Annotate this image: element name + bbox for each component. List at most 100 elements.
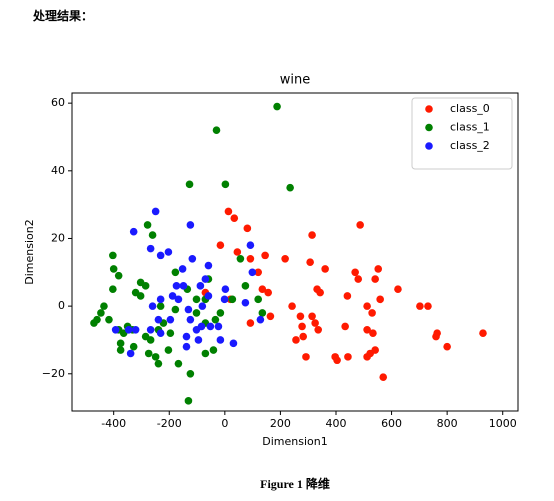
point <box>308 312 316 321</box>
point <box>154 359 163 368</box>
point <box>172 282 181 290</box>
point <box>188 254 197 263</box>
point <box>197 322 206 331</box>
point <box>479 329 487 337</box>
point <box>109 251 117 260</box>
point <box>298 322 306 331</box>
y-tick-label: 20 <box>51 231 65 244</box>
point <box>204 292 213 300</box>
heading: 处理结果： <box>32 8 93 23</box>
point <box>109 285 117 294</box>
point <box>156 302 165 310</box>
point <box>196 282 205 290</box>
point <box>333 356 341 365</box>
legend-label: class_2 <box>450 139 490 152</box>
x-tick-label: 1000 <box>489 417 517 430</box>
point <box>136 292 145 300</box>
point <box>379 373 388 381</box>
point <box>314 326 323 334</box>
point <box>151 207 160 216</box>
x-tick-label: -400 <box>101 417 126 430</box>
point <box>154 315 163 324</box>
point <box>141 332 150 341</box>
point <box>308 231 316 239</box>
point <box>344 353 352 361</box>
point <box>281 254 289 263</box>
y-axis-label: Dimension2 <box>23 219 36 284</box>
point <box>224 207 233 216</box>
point <box>129 227 138 236</box>
point <box>97 309 105 317</box>
point <box>116 346 125 354</box>
legend-label: class_1 <box>450 121 490 134</box>
point <box>316 288 324 297</box>
point <box>221 285 230 294</box>
point <box>168 292 177 300</box>
y-tick-label: −20 <box>42 367 65 380</box>
point <box>216 309 225 317</box>
point <box>129 342 138 351</box>
point <box>228 295 237 304</box>
point <box>351 268 359 277</box>
point <box>416 302 424 310</box>
point <box>216 336 225 344</box>
legend-marker <box>425 105 433 113</box>
point <box>443 342 451 351</box>
point <box>236 254 245 263</box>
point <box>174 359 183 368</box>
point <box>192 295 201 304</box>
point <box>266 312 275 321</box>
point <box>261 251 269 260</box>
point <box>248 268 257 277</box>
point <box>179 282 188 290</box>
point <box>114 271 123 280</box>
legend-marker <box>425 142 433 150</box>
point <box>124 326 133 334</box>
point <box>214 322 223 331</box>
point <box>343 292 352 300</box>
point <box>156 251 165 260</box>
point <box>212 126 221 135</box>
point <box>258 309 267 317</box>
point <box>221 180 230 189</box>
point <box>254 295 262 304</box>
point <box>116 339 125 348</box>
point <box>186 221 195 229</box>
point <box>131 326 140 334</box>
point <box>171 268 180 277</box>
point <box>354 275 363 283</box>
y-tick-label: 60 <box>51 96 65 109</box>
legend-label: class_0 <box>450 102 490 115</box>
point <box>148 302 157 310</box>
x-tick-label: 0 <box>221 417 228 430</box>
x-tick-label: 400 <box>325 417 346 430</box>
point <box>216 241 225 250</box>
caption: Figure 1 降维 <box>260 476 330 491</box>
point <box>178 265 187 273</box>
point <box>356 221 364 229</box>
point <box>311 319 319 327</box>
point <box>288 302 296 310</box>
point <box>256 315 265 324</box>
point <box>302 353 310 361</box>
point <box>204 261 213 270</box>
point <box>126 349 135 358</box>
point <box>273 102 281 111</box>
point <box>184 397 193 405</box>
x-tick-label: 600 <box>381 417 402 430</box>
point <box>144 349 153 358</box>
y-tick-label: 0 <box>58 299 65 312</box>
point <box>148 231 157 239</box>
point <box>229 339 238 348</box>
x-tick-label: 800 <box>437 417 458 430</box>
point <box>166 315 175 324</box>
point <box>424 302 432 310</box>
point <box>241 282 250 290</box>
point <box>143 221 152 229</box>
point <box>109 265 118 273</box>
point <box>230 214 239 222</box>
point <box>156 329 165 337</box>
point <box>185 180 194 189</box>
legend-marker <box>425 123 433 132</box>
